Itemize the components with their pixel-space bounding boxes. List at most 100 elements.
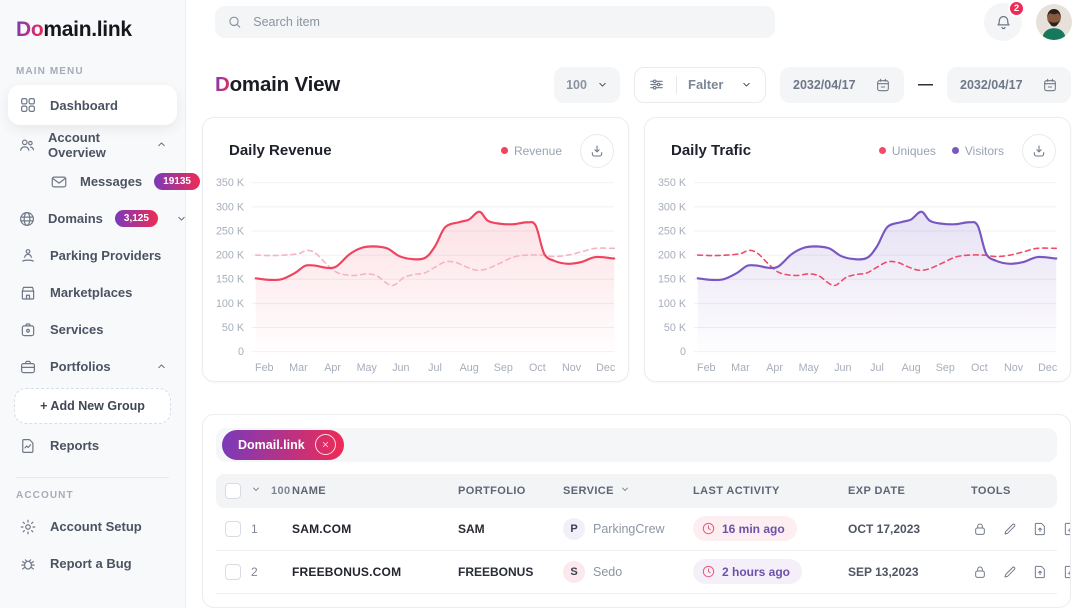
svg-text:Dec: Dec: [596, 362, 616, 374]
date-to-picker[interactable]: 2032/04/17: [947, 66, 1071, 103]
chart-legend: Revenue: [500, 143, 562, 158]
svg-text:Dec: Dec: [1038, 362, 1058, 374]
svg-text:50 K: 50 K: [222, 322, 245, 334]
edit-button[interactable]: [1001, 563, 1019, 581]
sidebar-item-label: Reports: [50, 438, 100, 453]
svg-text:Jun: Jun: [834, 362, 851, 374]
sidebar-divider: [16, 477, 169, 478]
file-plus-icon: [1064, 522, 1070, 535]
sidebar-item-services[interactable]: Services: [8, 312, 177, 347]
sidebar-item-dashboard[interactable]: Dashboard: [8, 85, 177, 125]
column-header-service[interactable]: SERVICE: [563, 484, 693, 497]
file-export-button[interactable]: [1031, 563, 1049, 581]
pencil-icon: [1004, 566, 1016, 578]
page-title: Domain View: [215, 72, 341, 96]
file-arrow-up-icon: [1034, 565, 1045, 578]
sidebar-item-domains[interactable]: Domains 3,125: [8, 201, 185, 236]
row-checkbox[interactable]: [225, 563, 241, 580]
sidebar-item-label: Account Setup: [50, 519, 142, 534]
charts-row: Daily Revenue Revenue 350 K 300 K 250 K 200…: [186, 103, 1088, 382]
search-bar: [215, 6, 775, 39]
chart-title: Daily Trafic: [671, 142, 752, 160]
active-filters-strip: Domail.link: [216, 427, 1057, 462]
user-avatar[interactable]: [1036, 4, 1072, 41]
svg-text:Jul: Jul: [428, 362, 442, 374]
sidebar-item-account-setup[interactable]: Account Setup: [8, 509, 177, 544]
sidebar-item-portfolios[interactable]: Portfolios: [8, 349, 177, 384]
chevron-down-icon: [741, 79, 752, 90]
svg-text:Mar: Mar: [289, 362, 308, 374]
edit-button[interactable]: [1001, 520, 1019, 538]
svg-text:Jul: Jul: [870, 362, 884, 374]
legend-dot: [951, 147, 959, 155]
daily-trafic-chart: 350 K 300 K 250 K 200 K 150 K 100 K 50 K 0 Feb Ma…: [645, 170, 1070, 381]
svg-text:Mar: Mar: [731, 362, 750, 374]
svg-text:250 K: 250 K: [658, 225, 687, 237]
lock-button[interactable]: [971, 563, 989, 581]
svg-text:Aug: Aug: [902, 362, 921, 374]
service-avatar: P: [563, 517, 585, 540]
svg-text:Feb: Feb: [255, 362, 274, 374]
main-menu-label: MAIN MENU: [16, 66, 84, 77]
row-index: 1: [251, 521, 258, 536]
sidebar-item-messages[interactable]: Messages 19135: [40, 164, 200, 199]
chevron-down-icon: [597, 79, 608, 90]
lock-button[interactable]: [971, 520, 989, 538]
sidebar-item-label: Services: [50, 322, 104, 337]
row-index: 2: [251, 564, 258, 579]
svg-text:0: 0: [238, 346, 244, 358]
svg-text:150 K: 150 K: [216, 273, 245, 285]
people-icon: [18, 135, 36, 155]
sidebar-item-parking-providers[interactable]: Parking Providers: [8, 238, 177, 273]
sidebar-item-label: Parking Providers: [50, 248, 162, 263]
sidebar-item-report-a-bug[interactable]: Report a Bug: [8, 546, 177, 581]
topbar: 2: [186, 0, 1088, 45]
legend-label: Revenue: [513, 143, 562, 158]
download-chart-button[interactable]: [580, 133, 614, 168]
services-icon: [18, 320, 38, 340]
download-chart-button[interactable]: [1022, 133, 1056, 168]
page-size-dropdown[interactable]: 100: [554, 66, 620, 103]
file-export-button[interactable]: [1031, 520, 1049, 538]
sidebar-item-label: Report a Bug: [50, 556, 132, 571]
select-all-checkbox[interactable]: [225, 482, 241, 499]
brand-logo: Domain.link: [16, 18, 132, 41]
sliders-icon: [650, 79, 663, 90]
row-count: 100: [271, 484, 291, 497]
sidebar-item-label: Domains: [48, 211, 103, 226]
chart-title: Daily Revenue: [229, 142, 332, 160]
filter-chip-domail-link[interactable]: Domail.link: [222, 429, 344, 460]
daily-trafic-card: Daily Trafic Uniques Visitors 350 K 300 K…: [644, 116, 1071, 382]
svg-text:Oct: Oct: [529, 362, 546, 374]
portfolio-name: SAM: [458, 521, 485, 536]
gear-icon: [18, 517, 38, 537]
notifications-button[interactable]: 2: [984, 0, 1025, 42]
filter-dropdown[interactable]: Falter: [634, 66, 766, 103]
chevron-down-icon[interactable]: [251, 484, 261, 497]
divider: [676, 75, 677, 94]
clock-icon: [702, 566, 715, 578]
file-add-button[interactable]: [1061, 563, 1070, 581]
domain-name: SAM.COM: [292, 521, 352, 536]
sidebar-item-reports[interactable]: Reports: [8, 428, 177, 463]
svg-text:300 K: 300 K: [658, 201, 687, 213]
add-new-group-button[interactable]: + Add New Group: [14, 388, 171, 424]
svg-text:0: 0: [680, 346, 686, 358]
svg-text:Jun: Jun: [392, 362, 409, 374]
chevron-down-icon: [620, 484, 630, 497]
calendar-icon: [877, 78, 889, 91]
exp-date: OCT 17,2023: [848, 521, 921, 536]
sidebar-item-account-overview[interactable]: Account Overview: [8, 127, 177, 162]
date-from-picker[interactable]: 2032/04/17: [780, 66, 904, 103]
svg-text:350 K: 350 K: [216, 177, 245, 189]
close-icon: [322, 442, 328, 448]
search-input[interactable]: [251, 14, 763, 31]
remove-filter-button[interactable]: [314, 434, 336, 456]
sidebar-item-marketplaces[interactable]: Marketplaces: [8, 275, 177, 310]
tools-cell: [971, 520, 1070, 538]
messages-count-badge: 19135: [154, 173, 200, 190]
lock-icon: [975, 566, 985, 578]
page-header: Domain View 100 Falter 2032/04/17 — 2032…: [186, 45, 1088, 103]
row-checkbox[interactable]: [225, 520, 241, 537]
file-add-button[interactable]: [1061, 520, 1070, 538]
